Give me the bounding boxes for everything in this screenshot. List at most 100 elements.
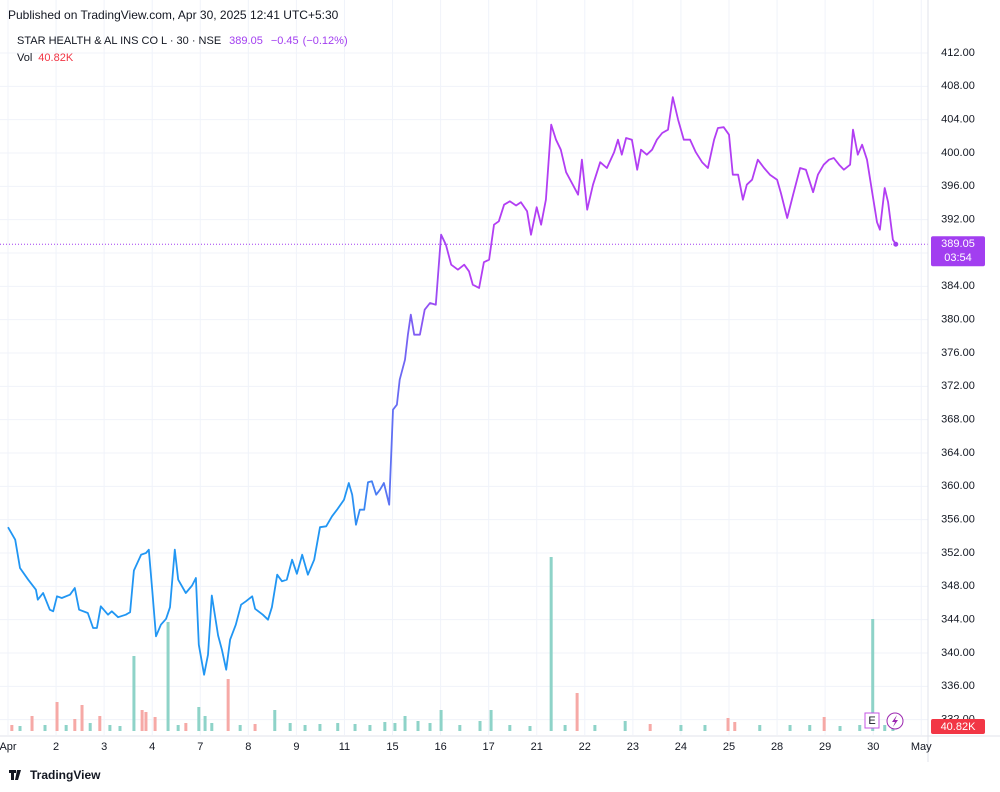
volume-badge: [931, 719, 985, 734]
volume-bar: [238, 725, 242, 731]
volume-bar: [563, 725, 567, 731]
volume-bar: [318, 724, 322, 731]
volume-bar: [140, 710, 144, 731]
volume-bar: [733, 722, 737, 731]
volume-bar: [508, 725, 512, 731]
volume-bar: [273, 710, 277, 731]
x-tick-label: 9: [293, 741, 299, 753]
volume-legend: Vol 40.82K: [17, 52, 74, 64]
volume-bar: [210, 723, 214, 731]
volume-bar: [428, 723, 432, 731]
volume-bar: [623, 721, 627, 731]
y-tick-label: 384.00: [941, 280, 975, 292]
volume-bar: [55, 702, 59, 731]
volume-bar: [648, 724, 652, 731]
volume-bar: [549, 557, 553, 731]
volume-bar: [883, 725, 887, 731]
volume-bar: [679, 725, 683, 731]
volume-bar: [575, 693, 579, 731]
volume-bar: [253, 724, 257, 731]
volume-bar: [144, 712, 148, 731]
volume-title: Vol: [17, 52, 32, 64]
volume-bar: [132, 656, 136, 731]
volume-bar: [226, 679, 230, 731]
countdown-text: 03:54: [944, 252, 972, 264]
earnings-text: E: [868, 715, 875, 727]
y-tick-label: 336.00: [941, 680, 975, 692]
volume-bar: [489, 710, 493, 731]
volume-bar: [10, 725, 14, 731]
x-tick-label: 15: [386, 741, 398, 753]
x-tick-label: 23: [627, 741, 639, 753]
volume-bar: [108, 725, 112, 731]
price-pane: [0, 96, 928, 676]
x-tick-label: 21: [531, 741, 543, 753]
legend-line: STAR HEALTH & AL INS CO L · 30 · NSE 389.…: [17, 35, 348, 47]
volume-bar: [288, 723, 292, 731]
y-tick-label: 348.00: [941, 580, 975, 592]
volume-bar: [176, 725, 180, 731]
x-tick-label: 24: [675, 741, 687, 753]
last-price-dot: [893, 241, 899, 247]
volume-bar: [439, 710, 443, 731]
earnings-badge[interactable]: [864, 712, 880, 729]
y-tick-label: 404.00: [941, 114, 975, 126]
volume-bar: [871, 619, 875, 731]
x-tick-label: 22: [579, 741, 591, 753]
x-tick-label: 2: [53, 741, 59, 753]
y-tick-label: 344.00: [941, 614, 975, 626]
volume-bar: [593, 725, 597, 731]
y-tick-label: 380.00: [941, 314, 975, 326]
volume-bar: [383, 722, 387, 731]
volume-bar: [64, 725, 68, 731]
volume-bar: [758, 725, 762, 731]
y-tick-label: 400.00: [941, 147, 975, 159]
x-tick-label: 8: [245, 741, 251, 753]
x-tick-label: 28: [771, 741, 783, 753]
x-tick-label: 7: [197, 741, 203, 753]
volume-bar: [822, 717, 826, 731]
price-badge-text: 389.05: [941, 238, 975, 250]
x-tick-label: 16: [434, 741, 446, 753]
x-tick-label: 29: [819, 741, 831, 753]
volume-badge-text: 40.82K: [941, 721, 977, 733]
x-tick-label: May: [911, 741, 932, 753]
x-tick-label: 3: [101, 741, 107, 753]
volume-bar: [416, 721, 420, 731]
volume-bar: [393, 723, 397, 731]
y-tick-label: 392.00: [941, 214, 975, 226]
x-tick-label: 4: [149, 741, 155, 753]
logo: TradingView: [9, 768, 101, 782]
y-tick-label: 356.00: [941, 514, 975, 526]
volume-bar: [18, 726, 22, 731]
volume-bar: [458, 725, 462, 731]
grid: [0, 0, 928, 735]
change-pct: (−0.12%): [303, 35, 348, 47]
volume-bar: [203, 716, 207, 731]
y-tick-label: 408.00: [941, 80, 975, 92]
x-tick-label: 30: [867, 741, 879, 753]
volume-bar: [197, 707, 201, 731]
volume-bar: [30, 716, 34, 731]
volume-bar: [838, 726, 842, 731]
logo-text: TradingView: [30, 768, 101, 782]
volume-bar: [166, 622, 170, 731]
x-tick-label: 11: [339, 741, 350, 753]
volume-bar: [726, 718, 730, 731]
y-tick-label: 364.00: [941, 447, 975, 459]
volume-bar: [80, 705, 84, 731]
axes: 332.00336.00340.00344.00348.00352.00356.…: [0, 47, 985, 753]
y-tick-label: 368.00: [941, 414, 975, 426]
y-tick-label: 372.00: [941, 380, 975, 392]
volume-bar: [98, 716, 102, 731]
volume-bar: [43, 725, 47, 731]
published-note: Published on TradingView.com, Apr 30, 20…: [8, 8, 339, 22]
change: −0.45: [271, 35, 299, 47]
y-tick-label: 412.00: [941, 47, 975, 59]
volume-bar: [118, 726, 122, 731]
volume-pane: [10, 557, 895, 731]
price-badge: [931, 236, 985, 267]
volume-bar: [153, 717, 157, 731]
volume-bar: [788, 725, 792, 731]
volume-bar: [528, 726, 532, 731]
